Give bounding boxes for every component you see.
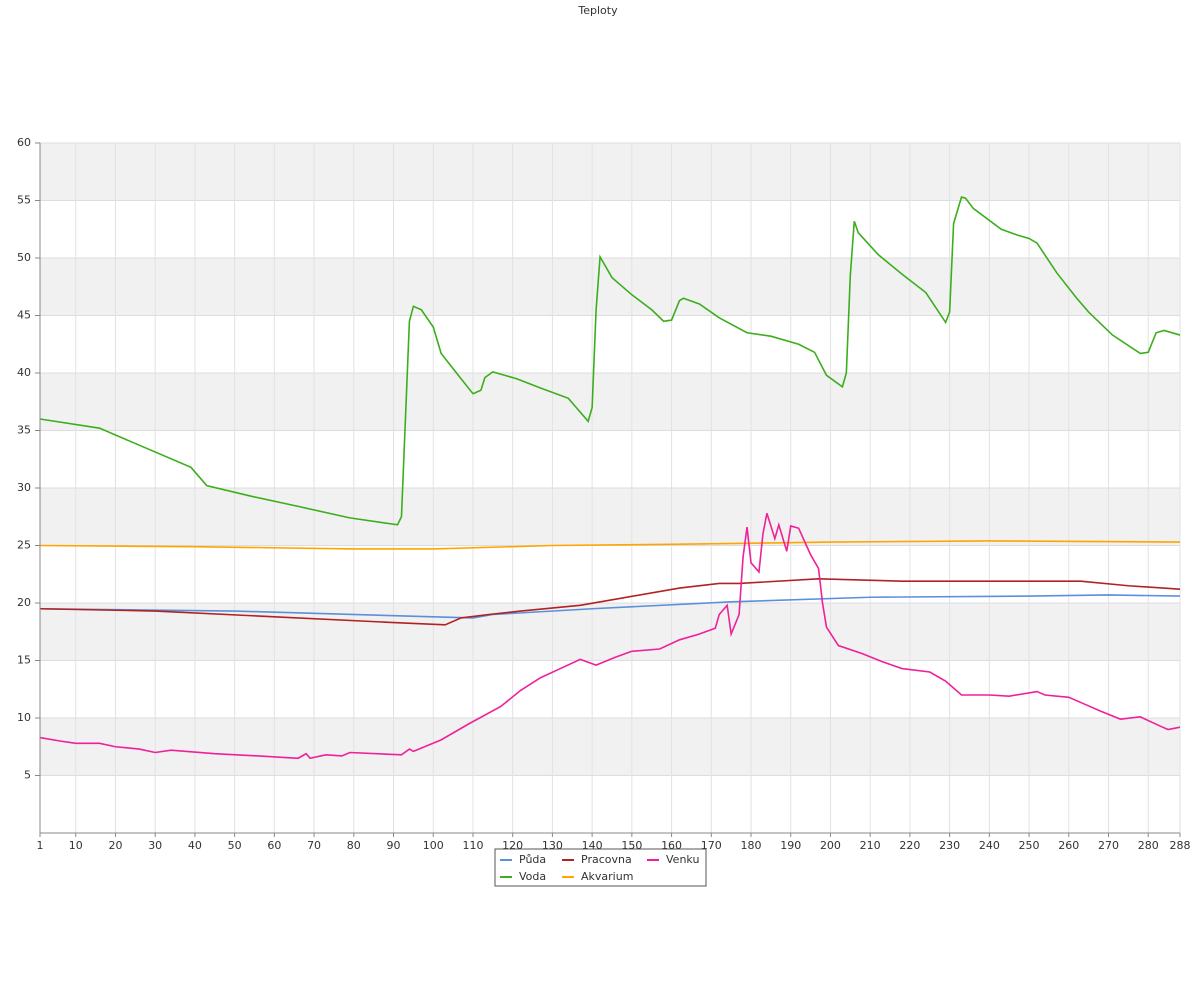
x-tick-label: 90 (387, 839, 401, 852)
series-line (39, 513, 1181, 760)
series-line (39, 578, 1181, 626)
legend-label: Půda (519, 853, 546, 866)
y-tick-label: 35 (17, 424, 31, 437)
legend-items: Půda Voda Pracovna Akvarium Venku (500, 853, 699, 883)
legend-label: Venku (666, 853, 699, 866)
grid-band (40, 718, 1180, 776)
x-tick-label: 1 (37, 839, 44, 852)
x-tick-label: 250 (1019, 839, 1040, 852)
series-line (39, 540, 1181, 550)
y-tick-label: 20 (17, 596, 31, 609)
y-tick-label: 60 (17, 136, 31, 149)
x-tick-label: 170 (701, 839, 722, 852)
x-tick-label: 150 (621, 839, 642, 852)
y-tick-label: 50 (17, 251, 31, 264)
x-tick-label: 30 (148, 839, 162, 852)
x-tick-label: 260 (1058, 839, 1079, 852)
series-lines (39, 196, 1181, 760)
x-tick-label: 100 (423, 839, 444, 852)
legend (494, 848, 707, 887)
x-tick-label: 110 (462, 839, 483, 852)
legend-label: Pracovna (581, 853, 632, 866)
x-tick-label: 50 (228, 839, 242, 852)
grid (35, 142, 1181, 837)
y-tick-label: 15 (17, 654, 31, 667)
grid-band (40, 488, 1180, 546)
x-tick-label: 200 (820, 839, 841, 852)
legend-label: Voda (519, 870, 546, 883)
x-tick-label: 140 (582, 839, 603, 852)
x-tick-label: 60 (267, 839, 281, 852)
x-tick-label: 120 (502, 839, 523, 852)
x-tick-label: 160 (661, 839, 682, 852)
x-tick-label: 288 (1170, 839, 1191, 852)
grid-band (40, 258, 1180, 316)
y-tick-label: 10 (17, 711, 31, 724)
x-tick-label: 270 (1098, 839, 1119, 852)
series-line (39, 196, 1181, 526)
x-tick-label: 240 (979, 839, 1000, 852)
grid-band (40, 603, 1180, 661)
y-tick-label: 25 (17, 539, 31, 552)
x-tick-label: 130 (542, 839, 563, 852)
x-tick-label: 10 (69, 839, 83, 852)
x-tick-label: 220 (899, 839, 920, 852)
x-tick-label: 80 (347, 839, 361, 852)
y-tick-label: 40 (17, 366, 31, 379)
y-tick-label: 30 (17, 481, 31, 494)
y-tick-label: 45 (17, 309, 31, 322)
legend-label: Akvarium (581, 870, 633, 883)
y-tick-label: 55 (17, 194, 31, 207)
x-tick-label: 190 (780, 839, 801, 852)
chart-title: Teploty (577, 4, 618, 17)
x-tick-label: 20 (108, 839, 122, 852)
x-tick-label: 210 (860, 839, 881, 852)
series-line (39, 594, 1181, 619)
y-tick-label: 5 (24, 769, 31, 782)
x-tick-label: 40 (188, 839, 202, 852)
x-tick-label: 230 (939, 839, 960, 852)
grid-band (40, 373, 1180, 431)
x-tick-label: 180 (741, 839, 762, 852)
grid-band (40, 143, 1180, 201)
x-tick-label: 70 (307, 839, 321, 852)
plot-background (40, 143, 1180, 776)
x-tick-label: 280 (1138, 839, 1159, 852)
